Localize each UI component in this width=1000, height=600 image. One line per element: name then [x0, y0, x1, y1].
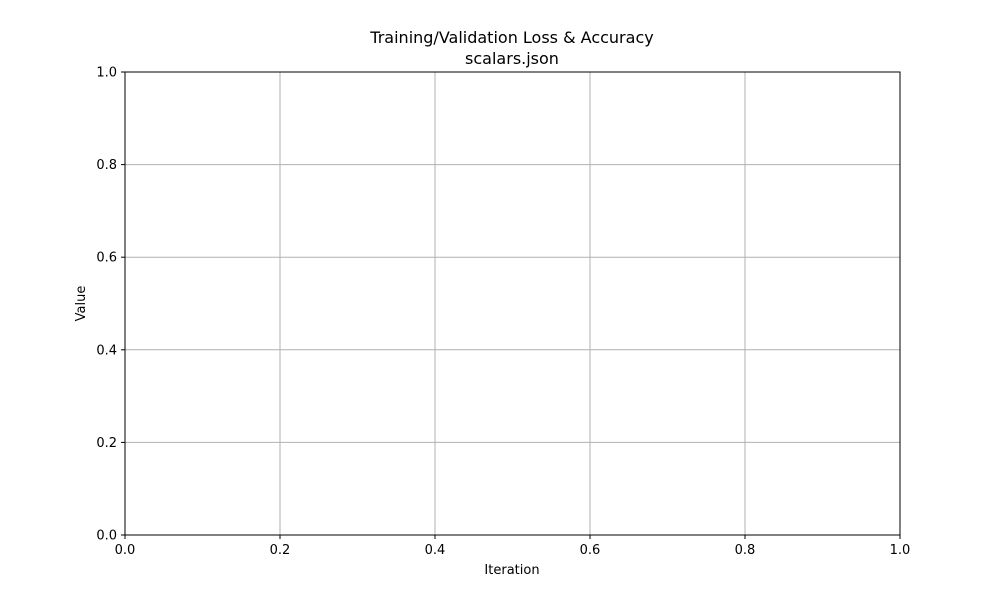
x-axis-label: Iteration	[484, 563, 539, 578]
chart-title: Training/Validation Loss & Accuracy	[369, 28, 653, 47]
x-tick-label: 0.0	[115, 543, 136, 558]
y-tick-label: 0.2	[96, 436, 117, 451]
x-axis-ticks: 0.0 0.2 0.4 0.6 0.8 1.0	[115, 535, 911, 558]
grid	[124, 71, 901, 536]
x-tick-label: 1.0	[890, 543, 911, 558]
y-tick-label: 0.6	[96, 251, 117, 266]
x-tick-label: 0.8	[735, 543, 756, 558]
y-axis-ticks: 0.0 0.2 0.4 0.6 0.8 1.0	[96, 66, 125, 544]
y-axis-label: Value	[74, 286, 89, 322]
y-tick-label: 0.0	[96, 529, 117, 544]
plot-frame	[124, 71, 901, 536]
x-tick-label: 0.6	[580, 543, 601, 558]
y-tick-label: 0.4	[96, 343, 117, 358]
chart-subtitle: scalars.json	[465, 49, 559, 68]
y-tick-label: 0.8	[96, 158, 117, 173]
x-tick-label: 0.4	[425, 543, 446, 558]
y-tick-label: 1.0	[96, 66, 117, 81]
x-tick-label: 0.2	[270, 543, 291, 558]
